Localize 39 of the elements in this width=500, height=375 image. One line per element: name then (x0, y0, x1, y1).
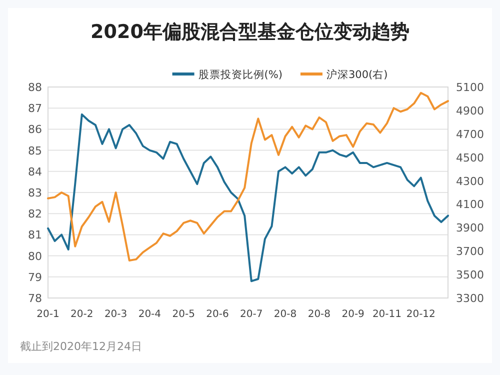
y2-tick-label: 5100 (456, 81, 484, 94)
x-tick-label: 20-3 (104, 309, 128, 320)
y-tick-label: 85 (28, 144, 42, 158)
x-tick-label: 20-5 (172, 309, 195, 320)
y2-tick-label: 4500 (456, 151, 484, 164)
x-tick-label: 20-6 (206, 309, 229, 320)
y-tick-label: 84 (28, 165, 42, 178)
x-tick-label: 20-2 (70, 309, 94, 320)
line-series (47, 92, 449, 262)
x-tick-label: 20-8 (274, 309, 297, 320)
y-tick-label: 79 (28, 270, 42, 284)
y-tick-label: 86 (28, 123, 42, 136)
y2-tick-label: 4900 (456, 104, 484, 118)
x-tick-label: 20-4 (138, 309, 162, 320)
y-tick-label: 88 (28, 81, 42, 94)
x-tick-label: 20-7 (240, 309, 263, 320)
x-tick-label: 20-11 (372, 309, 402, 320)
x-tick-label: 20-12 (406, 309, 436, 320)
text: 截止到2020年12月24日 (20, 340, 142, 353)
y2-tick-label: 3500 (456, 268, 484, 282)
y2-tick-label: 4100 (456, 198, 484, 212)
y2-tick-label: 4300 (456, 174, 484, 188)
legend-label: 沪深300(右) (326, 68, 388, 81)
x-tick-label: 20-9 (342, 309, 364, 320)
chart-title: 2020年偏股混合型基金仓位变动趋势 (90, 21, 410, 43)
y-tick-label: 81 (28, 228, 42, 242)
y-tick-label: 82 (28, 208, 42, 221)
y-tick-label: 83 (28, 186, 42, 200)
line-series (47, 113, 449, 282)
y-tick-label: 87 (28, 102, 42, 116)
y2-tick-label: 3700 (456, 245, 484, 258)
x-tick-label: 20-1 (36, 309, 60, 320)
y-tick-label: 78 (28, 292, 42, 305)
y2-tick-label: 3900 (456, 222, 484, 235)
legend-label: 股票投资比例(%) (198, 68, 282, 81)
y2-tick-label: 3300 (456, 292, 484, 305)
y-tick-label: 80 (28, 250, 42, 263)
y2-tick-label: 4700 (456, 128, 484, 141)
x-tick-label: 20-8 (308, 309, 331, 320)
